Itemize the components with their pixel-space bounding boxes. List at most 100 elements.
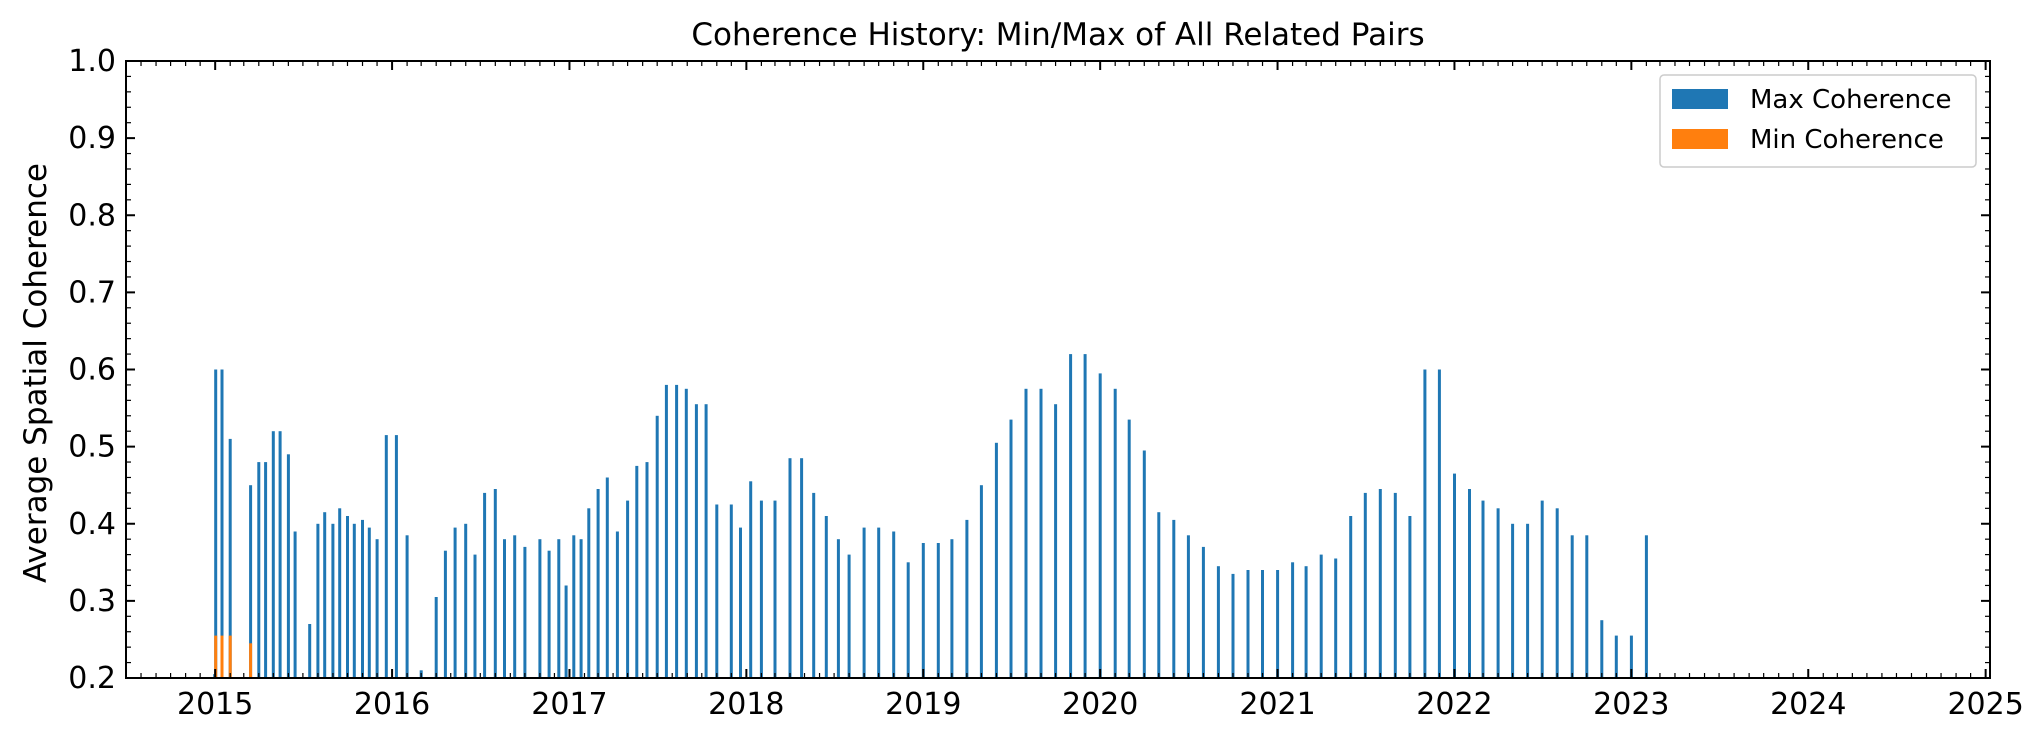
max-coherence-bar-56	[739, 527, 742, 678]
x-tick-label-0: 2015	[177, 687, 253, 722]
max-coherence-bar-59	[773, 500, 777, 678]
max-coherence-bar-68	[892, 531, 896, 678]
max-coherence-bar-98	[1334, 558, 1338, 678]
max-coherence-bar-77	[1024, 388, 1028, 678]
max-coherence-bar-15	[338, 508, 342, 678]
max-coherence-bar-70	[921, 543, 925, 678]
max-coherence-bar-27	[453, 527, 457, 678]
max-coherence-bar-109	[1496, 508, 1500, 678]
max-coherence-bar-44	[615, 531, 619, 678]
max-coherence-bar-103	[1408, 516, 1412, 678]
legend-swatch-min	[1672, 129, 1728, 149]
max-coherence-bar-54	[715, 504, 719, 678]
max-coherence-bar-35	[538, 539, 542, 678]
max-coherence-bar-80	[1069, 354, 1073, 678]
max-coherence-bar-42	[596, 489, 600, 678]
max-coherence-bar-63	[824, 516, 828, 678]
max-coherence-bar-117	[1614, 635, 1618, 678]
max-coherence-bar-116	[1600, 620, 1604, 678]
max-coherence-bar-108	[1481, 500, 1485, 678]
max-coherence-bar-1	[214, 369, 218, 678]
max-coherence-bar-74	[979, 485, 983, 678]
max-coherence-bar-2	[220, 369, 224, 678]
max-coherence-bar-17	[352, 523, 356, 679]
max-coherence-bar-47	[645, 462, 649, 678]
max-coherence-bar-62	[812, 492, 816, 678]
max-coherence-bar-45	[626, 500, 630, 678]
max-coherence-bar-114	[1570, 535, 1574, 678]
x-tick-label-4: 2019	[885, 687, 961, 722]
y-tick-label-2: 0.4	[68, 507, 116, 542]
x-tick-label-5: 2020	[1062, 687, 1138, 722]
max-coherence-bar-71	[936, 543, 940, 678]
max-coherence-bar-22	[394, 435, 398, 678]
max-coherence-bar-84	[1127, 419, 1131, 678]
max-coherence-bar-66	[862, 527, 866, 678]
y-tick-label-1: 0.3	[68, 584, 116, 619]
max-coherence-bar-119	[1644, 535, 1648, 678]
max-coherence-bar-12	[316, 523, 320, 679]
max-coherence-bar-100	[1363, 492, 1367, 678]
max-coherence-bar-102	[1393, 492, 1397, 678]
max-coherence-bar-113	[1555, 508, 1559, 678]
min-coherence-bar-3	[249, 643, 253, 678]
x-tick-label-7: 2022	[1416, 687, 1492, 722]
max-coherence-bar-8	[278, 431, 282, 678]
max-coherence-bar-36	[547, 550, 551, 678]
max-coherence-bar-57	[749, 481, 753, 678]
max-coherence-bar-76	[1009, 419, 1013, 678]
max-coherence-bar-64	[836, 539, 840, 678]
max-coherence-bar-33	[513, 535, 517, 678]
legend: Max Coherence Min Coherence	[1659, 74, 1977, 168]
max-coherence-bar-40	[579, 539, 583, 678]
max-coherence-bar-111	[1526, 523, 1530, 679]
max-coherence-bar-110	[1511, 523, 1515, 679]
chart-title: Coherence History: Min/Max of All Relate…	[691, 17, 1424, 53]
max-coherence-bar-92	[1246, 570, 1250, 678]
y-tick-label-4: 0.6	[68, 353, 116, 388]
max-coherence-bar-21	[384, 435, 388, 678]
max-coherence-bar-14	[331, 523, 335, 679]
max-coherence-bar-37	[557, 539, 561, 678]
max-coherence-bar-38	[564, 585, 568, 678]
max-coherence-bar-43	[605, 477, 609, 678]
legend-box	[1659, 74, 1977, 168]
max-coherence-bar-6	[264, 462, 268, 678]
max-coherence-bar-81	[1083, 354, 1087, 678]
max-coherence-bar-69	[906, 562, 910, 678]
x-tick-label-10: 2025	[1947, 687, 2023, 722]
min-coherence-bar-2	[228, 635, 232, 678]
legend-label-min: Min Coherence	[1750, 125, 1944, 155]
max-coherence-bar-91	[1231, 573, 1235, 678]
max-coherence-bar-39	[572, 535, 576, 678]
min-coherence-bar-0	[214, 635, 218, 678]
max-coherence-bar-85	[1142, 450, 1146, 678]
y-tick-label-8: 1.0	[68, 44, 116, 79]
max-coherence-bar-50	[675, 384, 679, 678]
x-tick-label-3: 2018	[708, 687, 784, 722]
x-tick-label-1: 2016	[354, 687, 430, 722]
max-coherence-bar-104	[1423, 369, 1427, 678]
x-tick-label-6: 2021	[1239, 687, 1315, 722]
max-coherence-bar-58	[759, 500, 763, 678]
max-coherence-bar-73	[965, 519, 969, 678]
max-coherence-bar-20	[375, 539, 379, 678]
y-tick-label-5: 0.7	[68, 275, 116, 310]
max-coherence-bar-112	[1540, 500, 1544, 678]
max-coherence-bar-48	[655, 415, 659, 678]
max-coherence-bar-61	[800, 458, 804, 678]
max-coherence-bar-67	[877, 527, 881, 678]
x-tick-label-2: 2017	[531, 687, 607, 722]
y-tick-label-6: 0.8	[68, 198, 116, 233]
max-coherence-bar-82	[1098, 373, 1102, 678]
max-coherence-bar-25	[434, 597, 438, 678]
max-coherence-bar-13	[323, 512, 327, 678]
max-coherence-bar-87	[1172, 519, 1176, 678]
max-coherence-bar-99	[1349, 516, 1353, 678]
y-tick-label-3: 0.5	[68, 430, 116, 465]
max-coherence-bar-86	[1157, 512, 1161, 678]
max-coherence-bar-49	[664, 384, 668, 678]
max-coherence-bar-53	[704, 404, 708, 678]
max-coherence-bar-18	[361, 519, 364, 678]
